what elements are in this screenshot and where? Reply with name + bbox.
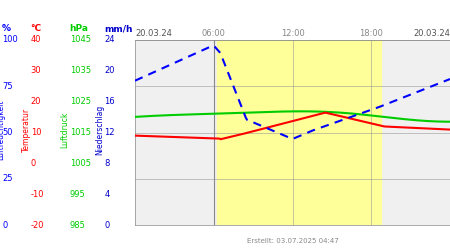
Text: 20: 20: [31, 97, 41, 106]
Text: Luftfeuchtigkeit: Luftfeuchtigkeit: [0, 100, 5, 160]
Text: %: %: [2, 24, 11, 33]
Text: 8: 8: [104, 159, 110, 168]
Text: -20: -20: [31, 220, 44, 230]
Text: 12: 12: [104, 128, 115, 137]
Text: 995: 995: [70, 190, 86, 199]
Text: 06:00: 06:00: [202, 29, 226, 38]
Text: 0: 0: [31, 159, 36, 168]
Text: 1035: 1035: [70, 66, 91, 75]
Text: 16: 16: [104, 97, 115, 106]
Text: 75: 75: [2, 82, 13, 91]
Text: Erstellt: 03.07.2025 04:47: Erstellt: 03.07.2025 04:47: [247, 238, 338, 244]
Text: 24: 24: [104, 36, 115, 44]
Text: °C: °C: [31, 24, 42, 33]
Text: 0: 0: [104, 220, 110, 230]
Text: 1025: 1025: [70, 97, 91, 106]
Text: 100: 100: [2, 36, 18, 44]
Text: 20: 20: [104, 66, 115, 75]
Text: -10: -10: [31, 190, 44, 199]
Text: 1045: 1045: [70, 36, 91, 44]
Text: 10: 10: [31, 128, 41, 137]
Text: 20.03.24: 20.03.24: [413, 29, 450, 38]
Text: mm/h: mm/h: [104, 24, 133, 33]
Text: 25: 25: [2, 174, 13, 183]
Text: 4: 4: [104, 190, 110, 199]
Text: 12:00: 12:00: [281, 29, 304, 38]
Text: 30: 30: [31, 66, 41, 75]
Text: 18:00: 18:00: [359, 29, 383, 38]
Text: Luftdruck: Luftdruck: [60, 112, 69, 148]
Text: 985: 985: [70, 220, 86, 230]
Text: Niederschlag: Niederschlag: [95, 105, 104, 155]
Text: Temperatur: Temperatur: [22, 108, 31, 152]
Text: 0: 0: [2, 220, 8, 230]
Text: 50: 50: [2, 128, 13, 137]
Text: 40: 40: [31, 36, 41, 44]
Text: hPa: hPa: [70, 24, 89, 33]
Text: 1005: 1005: [70, 159, 91, 168]
Bar: [217, 40, 381, 225]
Text: 20.03.24: 20.03.24: [135, 29, 172, 38]
Text: 1015: 1015: [70, 128, 91, 137]
